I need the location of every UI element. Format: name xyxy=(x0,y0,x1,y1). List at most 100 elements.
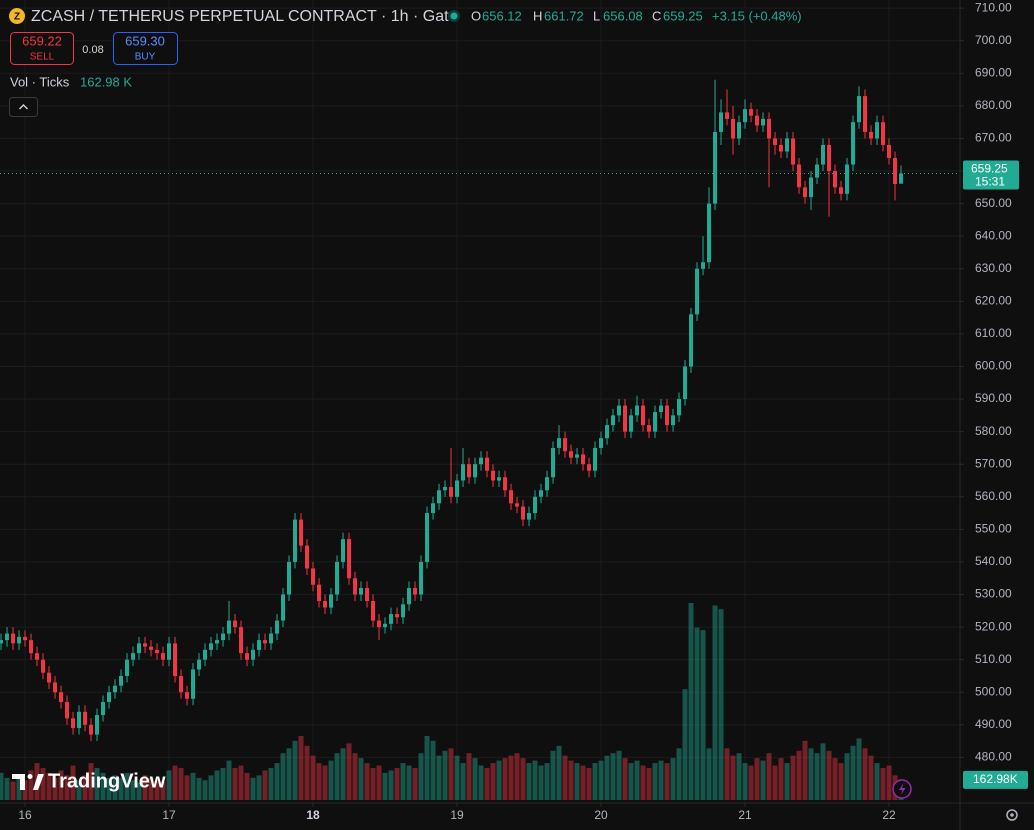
volume-bar xyxy=(598,760,604,800)
volume-bar xyxy=(766,753,772,800)
volume-bar xyxy=(676,748,682,800)
volume-bar xyxy=(304,745,310,800)
y-tick-label: 670.00 xyxy=(975,131,1012,145)
buy-button[interactable]: 659.30 BUY xyxy=(113,32,178,65)
volume-bar xyxy=(856,738,862,800)
candle-body xyxy=(305,545,310,569)
alerts-icon[interactable] xyxy=(899,783,906,795)
volume-bar xyxy=(436,755,442,800)
sell-button-frame[interactable] xyxy=(10,32,74,65)
sell-label[interactable]: SELL xyxy=(30,52,55,63)
candle-body xyxy=(71,718,76,729)
volume-bar xyxy=(592,763,598,800)
candle-body xyxy=(599,438,604,448)
candle-body xyxy=(671,415,676,426)
volume-bar xyxy=(166,770,172,800)
candle-body xyxy=(707,203,712,263)
settings-icon-center[interactable] xyxy=(1010,813,1014,817)
settings-button[interactable] xyxy=(1006,809,1018,821)
candle-body xyxy=(503,477,508,491)
coin-icon xyxy=(9,8,25,24)
candle-body xyxy=(551,447,556,478)
volume-bar xyxy=(328,760,334,800)
volume-bar xyxy=(370,767,376,800)
collapse-chevron[interactable] xyxy=(19,104,28,110)
candle-body xyxy=(191,669,196,699)
candle-body xyxy=(155,649,160,654)
candle-body xyxy=(347,539,352,579)
candle-body xyxy=(617,405,622,416)
volume-bar xyxy=(376,765,382,800)
candle-body xyxy=(659,405,664,413)
volume-bar xyxy=(502,758,508,800)
logo-mark-slash xyxy=(33,774,44,790)
volume-bar xyxy=(130,780,136,800)
candle-body xyxy=(221,633,226,641)
ohlc-label: H xyxy=(533,8,542,23)
candle-body xyxy=(407,587,412,605)
candle-body xyxy=(245,653,250,660)
volume-bar xyxy=(814,753,820,800)
volume-bar xyxy=(748,765,754,800)
collapse-button[interactable] xyxy=(9,97,38,117)
buy-button-frame[interactable] xyxy=(113,32,178,65)
logo-text: TradingView xyxy=(48,770,166,792)
candle-body xyxy=(689,314,694,367)
volume-bar xyxy=(82,775,88,800)
candle-body xyxy=(365,587,370,602)
sell-price[interactable]: 659.22 xyxy=(22,33,62,48)
candle-body xyxy=(263,640,268,644)
candle-body xyxy=(521,506,526,520)
candle-body xyxy=(389,614,394,624)
candle-body xyxy=(491,470,496,481)
candle-body xyxy=(17,636,22,644)
candle-body xyxy=(293,519,298,562)
candle-body xyxy=(377,620,382,628)
collapse-button-frame[interactable] xyxy=(9,97,38,117)
volume-bar xyxy=(802,740,808,800)
candle-body xyxy=(437,490,442,504)
volume-bar xyxy=(136,782,142,800)
candle-body xyxy=(11,633,16,644)
candle-body xyxy=(863,96,868,132)
volume-bar xyxy=(790,755,796,800)
candle-body xyxy=(527,513,532,520)
volume-bar xyxy=(538,765,544,800)
volume-bar xyxy=(562,755,568,800)
volume-bar xyxy=(832,758,838,800)
volume-bar xyxy=(178,767,184,800)
candle-body xyxy=(329,594,334,608)
volume-bar xyxy=(292,740,298,800)
volume-bar xyxy=(796,750,802,800)
volume-bar xyxy=(454,755,460,800)
volume-bar xyxy=(58,770,64,800)
sell-button[interactable]: 659.22 SELL xyxy=(10,32,74,65)
candle-body xyxy=(89,724,94,735)
volume-bar xyxy=(4,777,10,800)
candle-body xyxy=(341,539,346,562)
candle-body xyxy=(473,464,478,478)
candle-body xyxy=(629,415,634,432)
volume-legend-label: Vol · Ticks xyxy=(10,74,70,89)
buy-price[interactable]: 659.30 xyxy=(125,33,165,48)
volume-bar xyxy=(364,763,370,800)
volume-bar xyxy=(520,758,526,800)
candle-body xyxy=(41,659,46,673)
candle-body xyxy=(311,568,316,585)
last-price-badge xyxy=(963,160,1019,190)
candle-body xyxy=(251,649,256,660)
volume-bar xyxy=(154,780,160,800)
candle-body xyxy=(113,685,118,693)
y-tick-label: 540.00 xyxy=(975,554,1012,568)
candle-body xyxy=(827,144,832,172)
candle-body xyxy=(611,415,616,426)
candle-body xyxy=(161,653,166,660)
volume-bar xyxy=(820,743,826,800)
volume-bar xyxy=(94,767,100,800)
volume-bar xyxy=(406,765,412,800)
volume-bar xyxy=(640,765,646,800)
header: Z ZCASH / TETHERUS PERPETUAL CONTRACT · … xyxy=(9,8,802,25)
volume-bar xyxy=(334,753,340,800)
buy-label[interactable]: BUY xyxy=(135,52,156,63)
